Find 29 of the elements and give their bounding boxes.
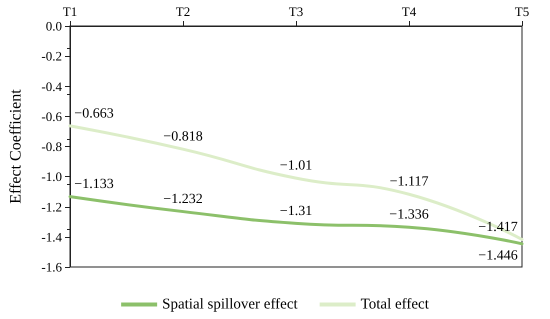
y-tick-label: -1.0 [41,169,62,184]
y-tick-label: -1.2 [41,199,62,214]
legend-label: Total effect [360,296,430,312]
line-series [68,195,524,246]
legend-label: Spatial spillover effect [162,296,298,312]
data-label: −1.446 [478,248,518,264]
y-tick-label: -1.6 [41,260,62,274]
y-tick-label: -0.2 [41,48,62,64]
data-label: −1.01 [280,158,312,174]
y-tick-label: -0.8 [41,139,62,154]
data-label: −1.133 [74,177,114,192]
y-tick-label: -0.4 [41,78,62,94]
data-label: −0.818 [163,130,203,145]
data-label: −1.417 [478,220,518,235]
y-tick-label: 0.0 [46,18,62,34]
x-tick-label: T4 [402,4,417,19]
data-label: −1.31 [280,204,312,219]
x-tick-label: T3 [288,4,304,19]
data-label: −1.117 [390,174,428,190]
y-tick-label: -1.4 [41,229,62,244]
x-tick-label: T2 [176,4,190,19]
data-label: −1.232 [163,192,203,208]
line-series [68,124,524,241]
x-tick-label: T5 [514,4,530,19]
y-tick-label: -0.6 [41,108,62,124]
data-label: −1.336 [389,208,429,223]
data-label: −0.663 [74,106,114,122]
y-axis-title: Effect Coefficient [8,88,24,204]
x-tick-label: T1 [62,4,78,19]
